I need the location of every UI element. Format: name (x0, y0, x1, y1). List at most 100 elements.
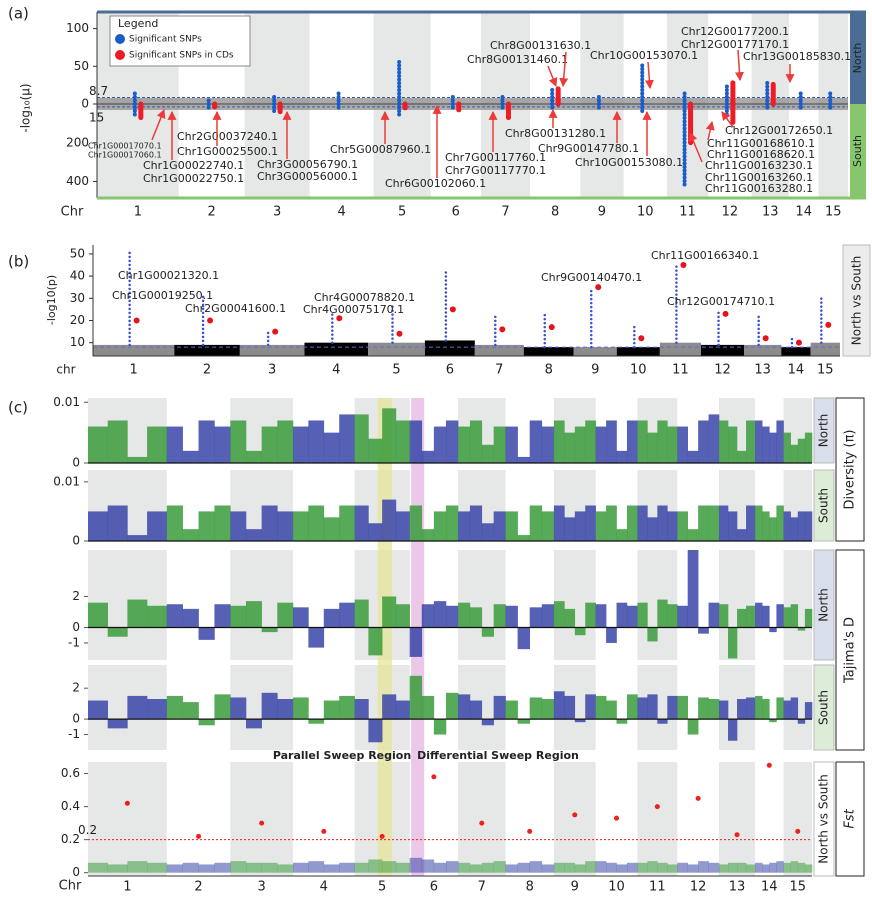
fst-band (395, 862, 410, 873)
gene-annotation: Chr9G00147780.1 (538, 142, 639, 155)
stat-bar (647, 432, 658, 463)
region-label: Parallel Sweep Region (273, 749, 411, 762)
stat-bar (409, 675, 423, 720)
stat-bar (395, 420, 410, 463)
gene-annotation: Chr8G00131460.1 (467, 53, 568, 66)
chr-shade (88, 762, 167, 876)
cds-snp (499, 326, 506, 333)
stat-bar (127, 535, 148, 541)
x-tick-label: 1 (134, 205, 142, 220)
gene-annotation: Chr1G00017070.1 (88, 142, 162, 151)
stat-bar (88, 426, 108, 463)
fst-outlier (124, 800, 130, 806)
stat-bar (354, 699, 369, 720)
cds-snp (825, 321, 832, 328)
x-axis-label: Chr (59, 879, 82, 894)
stat-bar (368, 719, 383, 743)
stat-bar (728, 511, 738, 541)
fst-outlier (766, 762, 772, 768)
stat-bar (746, 697, 756, 720)
stat-bar (783, 511, 791, 541)
y-tick-label: 200 (66, 135, 89, 149)
legend-swatch (115, 34, 125, 44)
cds-snp (133, 317, 140, 324)
stat-bar (323, 517, 340, 541)
stat-bar (198, 511, 215, 541)
x-tick-label: 4 (332, 363, 340, 378)
x-tick-label: 11 (672, 363, 689, 378)
y-tick-label: 0 (72, 456, 80, 470)
fst-band (595, 861, 607, 873)
y-tick-label: 100 (66, 21, 89, 35)
stat-bar (469, 420, 483, 463)
stat-bar (323, 608, 340, 628)
fst-outlier (259, 820, 265, 826)
group-label: Tajima's D (843, 617, 858, 684)
stat-bar (728, 627, 738, 659)
x-tick-label: 10 (637, 205, 654, 220)
stat-bar (308, 505, 325, 541)
stat-bar (541, 511, 555, 541)
stat-bar (166, 505, 183, 541)
stat-bar (553, 420, 565, 463)
y-tick-label: 0 (81, 97, 89, 111)
fst-band (776, 861, 784, 873)
x-tick-label: 12 (714, 363, 731, 378)
stat-bar (595, 604, 607, 628)
fst-band (746, 864, 756, 873)
fst-band (708, 862, 720, 873)
stat-bar (687, 719, 699, 735)
cds-snp (396, 330, 403, 337)
stat-bar (667, 511, 678, 541)
fst-outlier (614, 815, 620, 821)
stat-bar (481, 444, 494, 463)
stat-bar (88, 700, 108, 720)
stat-bar (804, 608, 813, 628)
stat-bar (214, 694, 231, 720)
fst-outlier (379, 833, 385, 839)
x-tick-label: 12 (690, 880, 707, 895)
stat-bar (445, 420, 459, 463)
cds-snp (722, 310, 729, 317)
stat-bar (354, 505, 369, 541)
background-snps (781, 347, 811, 356)
fst-band (574, 864, 586, 873)
side-label: North vs South (817, 774, 831, 863)
stat-bar (166, 426, 183, 463)
stat-bar (553, 505, 565, 541)
stat-bar (107, 505, 128, 541)
y-tick-label: 400 (66, 174, 89, 188)
x-tick-label: 3 (258, 880, 266, 895)
gene-annotation: Chr9G00140470.1 (541, 271, 642, 284)
chr-shade (458, 762, 506, 876)
stat-bar (147, 426, 168, 463)
stat-bar (755, 602, 763, 628)
stat-bar (433, 511, 447, 541)
annotation-arrow (688, 131, 703, 163)
stat-bar (214, 604, 231, 628)
stat-bar (230, 697, 247, 720)
stat-bar (790, 697, 799, 720)
cds-snp (595, 284, 602, 291)
y-tick-label: 0.2 (61, 832, 80, 846)
x-tick-label: 13 (729, 880, 746, 895)
stat-bar (481, 523, 494, 541)
gene-annotation: Chr8G00131630.1 (490, 39, 591, 52)
y-tick-label: 0.01 (53, 395, 80, 409)
stat-bar (595, 426, 607, 463)
stat-bar (88, 602, 108, 628)
cds-snp (638, 335, 645, 342)
gene-annotation: Chr12G00172650.1 (725, 124, 833, 137)
threshold-label: 8.7 (89, 84, 108, 98)
side-label: South (817, 488, 831, 523)
stat-bar (382, 499, 397, 541)
stat-bar (585, 420, 596, 463)
stat-bar (198, 627, 215, 640)
stat-bar (261, 426, 278, 463)
fst-band (541, 864, 555, 873)
stat-bar (606, 420, 617, 463)
fst-band (166, 864, 183, 873)
stat-bar (790, 604, 799, 628)
stat-bar (261, 692, 278, 720)
